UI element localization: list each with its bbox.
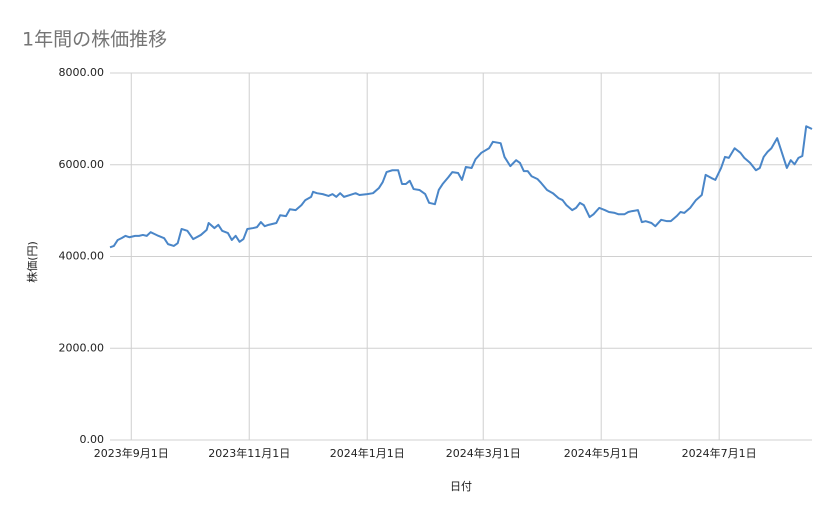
x-tick-label: 2024年3月1日 [446, 446, 521, 460]
y-tick-label: 0.00 [80, 433, 105, 446]
data-line [109, 125, 813, 249]
y-axis-label: 株価(円) [25, 241, 39, 283]
y-tick-label: 8000.00 [59, 66, 105, 79]
x-tick-label: 2023年11月1日 [208, 446, 290, 460]
x-tick-label: 2024年1月1日 [330, 446, 405, 460]
x-tick-label: 2024年7月1日 [682, 446, 757, 460]
chart-title: 1年間の株価推移 [22, 29, 167, 51]
y-tick-label: 2000.00 [59, 341, 105, 354]
x-axis-label: 日付 [450, 480, 472, 493]
y-tick-label: 4000.00 [59, 250, 105, 263]
x-tick-label: 2024年5月1日 [564, 446, 639, 460]
x-tick-label: 2023年9月1日 [94, 446, 169, 460]
y-tick-label: 6000.00 [59, 158, 105, 171]
